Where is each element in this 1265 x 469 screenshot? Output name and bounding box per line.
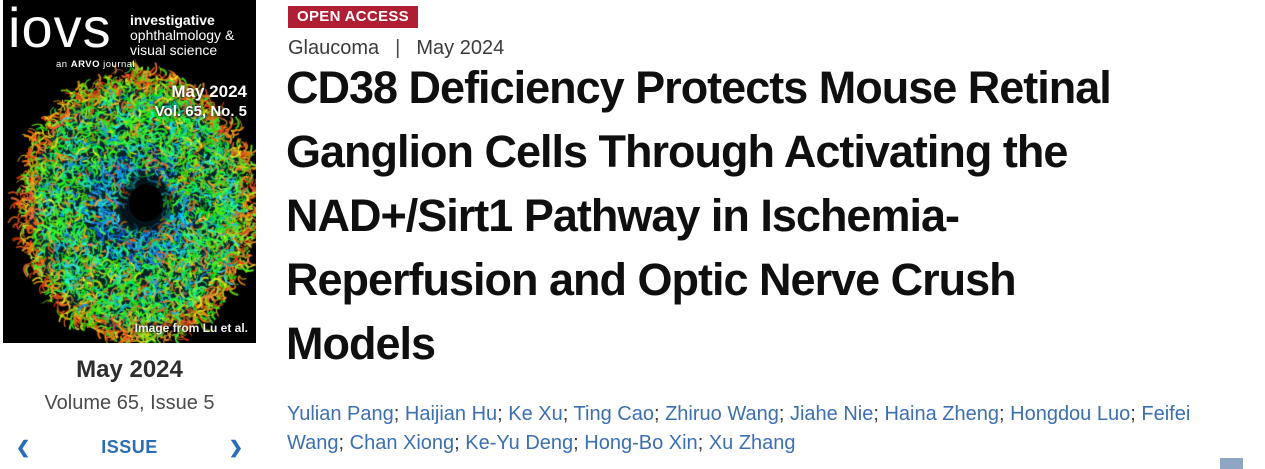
cover-issue-date: May 2024 (155, 82, 247, 102)
chevron-left-icon: ❮ (16, 438, 30, 457)
issue-volume: Volume 65, Issue 5 (3, 392, 256, 415)
journal-name-line: visual science (130, 43, 234, 58)
author-separator: ; (873, 403, 884, 425)
author-separator: ; (999, 403, 1010, 425)
author-separator: ; (1130, 403, 1141, 425)
author-link[interactable]: Hongdou Luo (1010, 403, 1130, 425)
author-separator: ; (394, 403, 405, 425)
tagline-suffix: journal (103, 59, 135, 70)
author-separator: ; (573, 432, 584, 454)
open-access-badge: OPEN ACCESS (288, 6, 418, 28)
author-link[interactable]: Ke Xu (508, 403, 562, 425)
author-separator: ; (779, 403, 790, 425)
journal-name-line: ophthalmology & (130, 28, 234, 43)
author-link[interactable]: Zhiruo Wang (665, 403, 779, 425)
journal-cover[interactable]: iovs an ARVO journal investigative ophth… (3, 0, 256, 343)
iovs-logo: iovs (8, 0, 112, 58)
author-separator: ; (454, 432, 465, 454)
tagline-arvo: ARVO (71, 59, 100, 70)
author-link[interactable]: Ke-Yu Deng (465, 432, 573, 454)
journal-name: investigative ophthalmology & visual sci… (130, 13, 234, 58)
author-link[interactable]: Xu Zhang (709, 432, 796, 454)
next-issue-button[interactable]: ❯ (229, 439, 243, 456)
author-link[interactable]: Haina Zheng (884, 403, 999, 425)
author-separator: ; (339, 432, 350, 454)
cover-issue-info: May 2024 Vol. 65, No. 5 (155, 82, 247, 121)
chevron-right-icon: ❯ (229, 438, 243, 457)
issue-link[interactable]: ISSUE (101, 437, 158, 458)
title-line: Ganglion Cells Through Activating the (286, 120, 1261, 184)
author-link[interactable]: Yulian Pang (287, 403, 394, 425)
author-link[interactable]: Chan Xiong (350, 432, 455, 454)
prev-issue-button[interactable]: ❮ (16, 439, 30, 456)
author-link[interactable]: Ting Cao (574, 403, 654, 425)
cover-image-credit: Image from Lu et al. (135, 321, 248, 335)
cover-issue-volume: Vol. 65, No. 5 (155, 102, 247, 121)
article-title: CD38 Deficiency Protects Mouse Retinal G… (286, 56, 1261, 376)
author-link[interactable]: Jiahe Nie (790, 403, 873, 425)
issue-navigation: ❮ ISSUE ❯ (3, 434, 256, 460)
title-line: CD38 Deficiency Protects Mouse Retinal (286, 56, 1261, 120)
journal-name-line: investigative (130, 13, 234, 28)
title-line: NAD+/Sirt1 Pathway in Ischemia- (286, 184, 1261, 248)
author-separator: ; (654, 403, 665, 425)
title-line: Reperfusion and Optic Nerve Crush (286, 248, 1261, 312)
author-link[interactable]: Haijian Hu (405, 403, 497, 425)
issue-date: May 2024 (3, 356, 256, 384)
tagline-prefix: an (56, 59, 68, 70)
article-header-page: iovs an ARVO journal investigative ophth… (0, 0, 1265, 469)
author-list: Yulian Pang; Haijian Hu; Ke Xu; Ting Cao… (287, 400, 1252, 458)
author-separator: ; (563, 403, 574, 425)
author-separator: ; (497, 403, 508, 425)
author-link[interactable]: Hong-Bo Xin (584, 432, 697, 454)
scroll-widget[interactable] (1220, 458, 1243, 469)
arvo-tagline: an ARVO journal (56, 59, 135, 70)
title-line: Models (286, 312, 1261, 376)
author-separator: ; (698, 432, 709, 454)
